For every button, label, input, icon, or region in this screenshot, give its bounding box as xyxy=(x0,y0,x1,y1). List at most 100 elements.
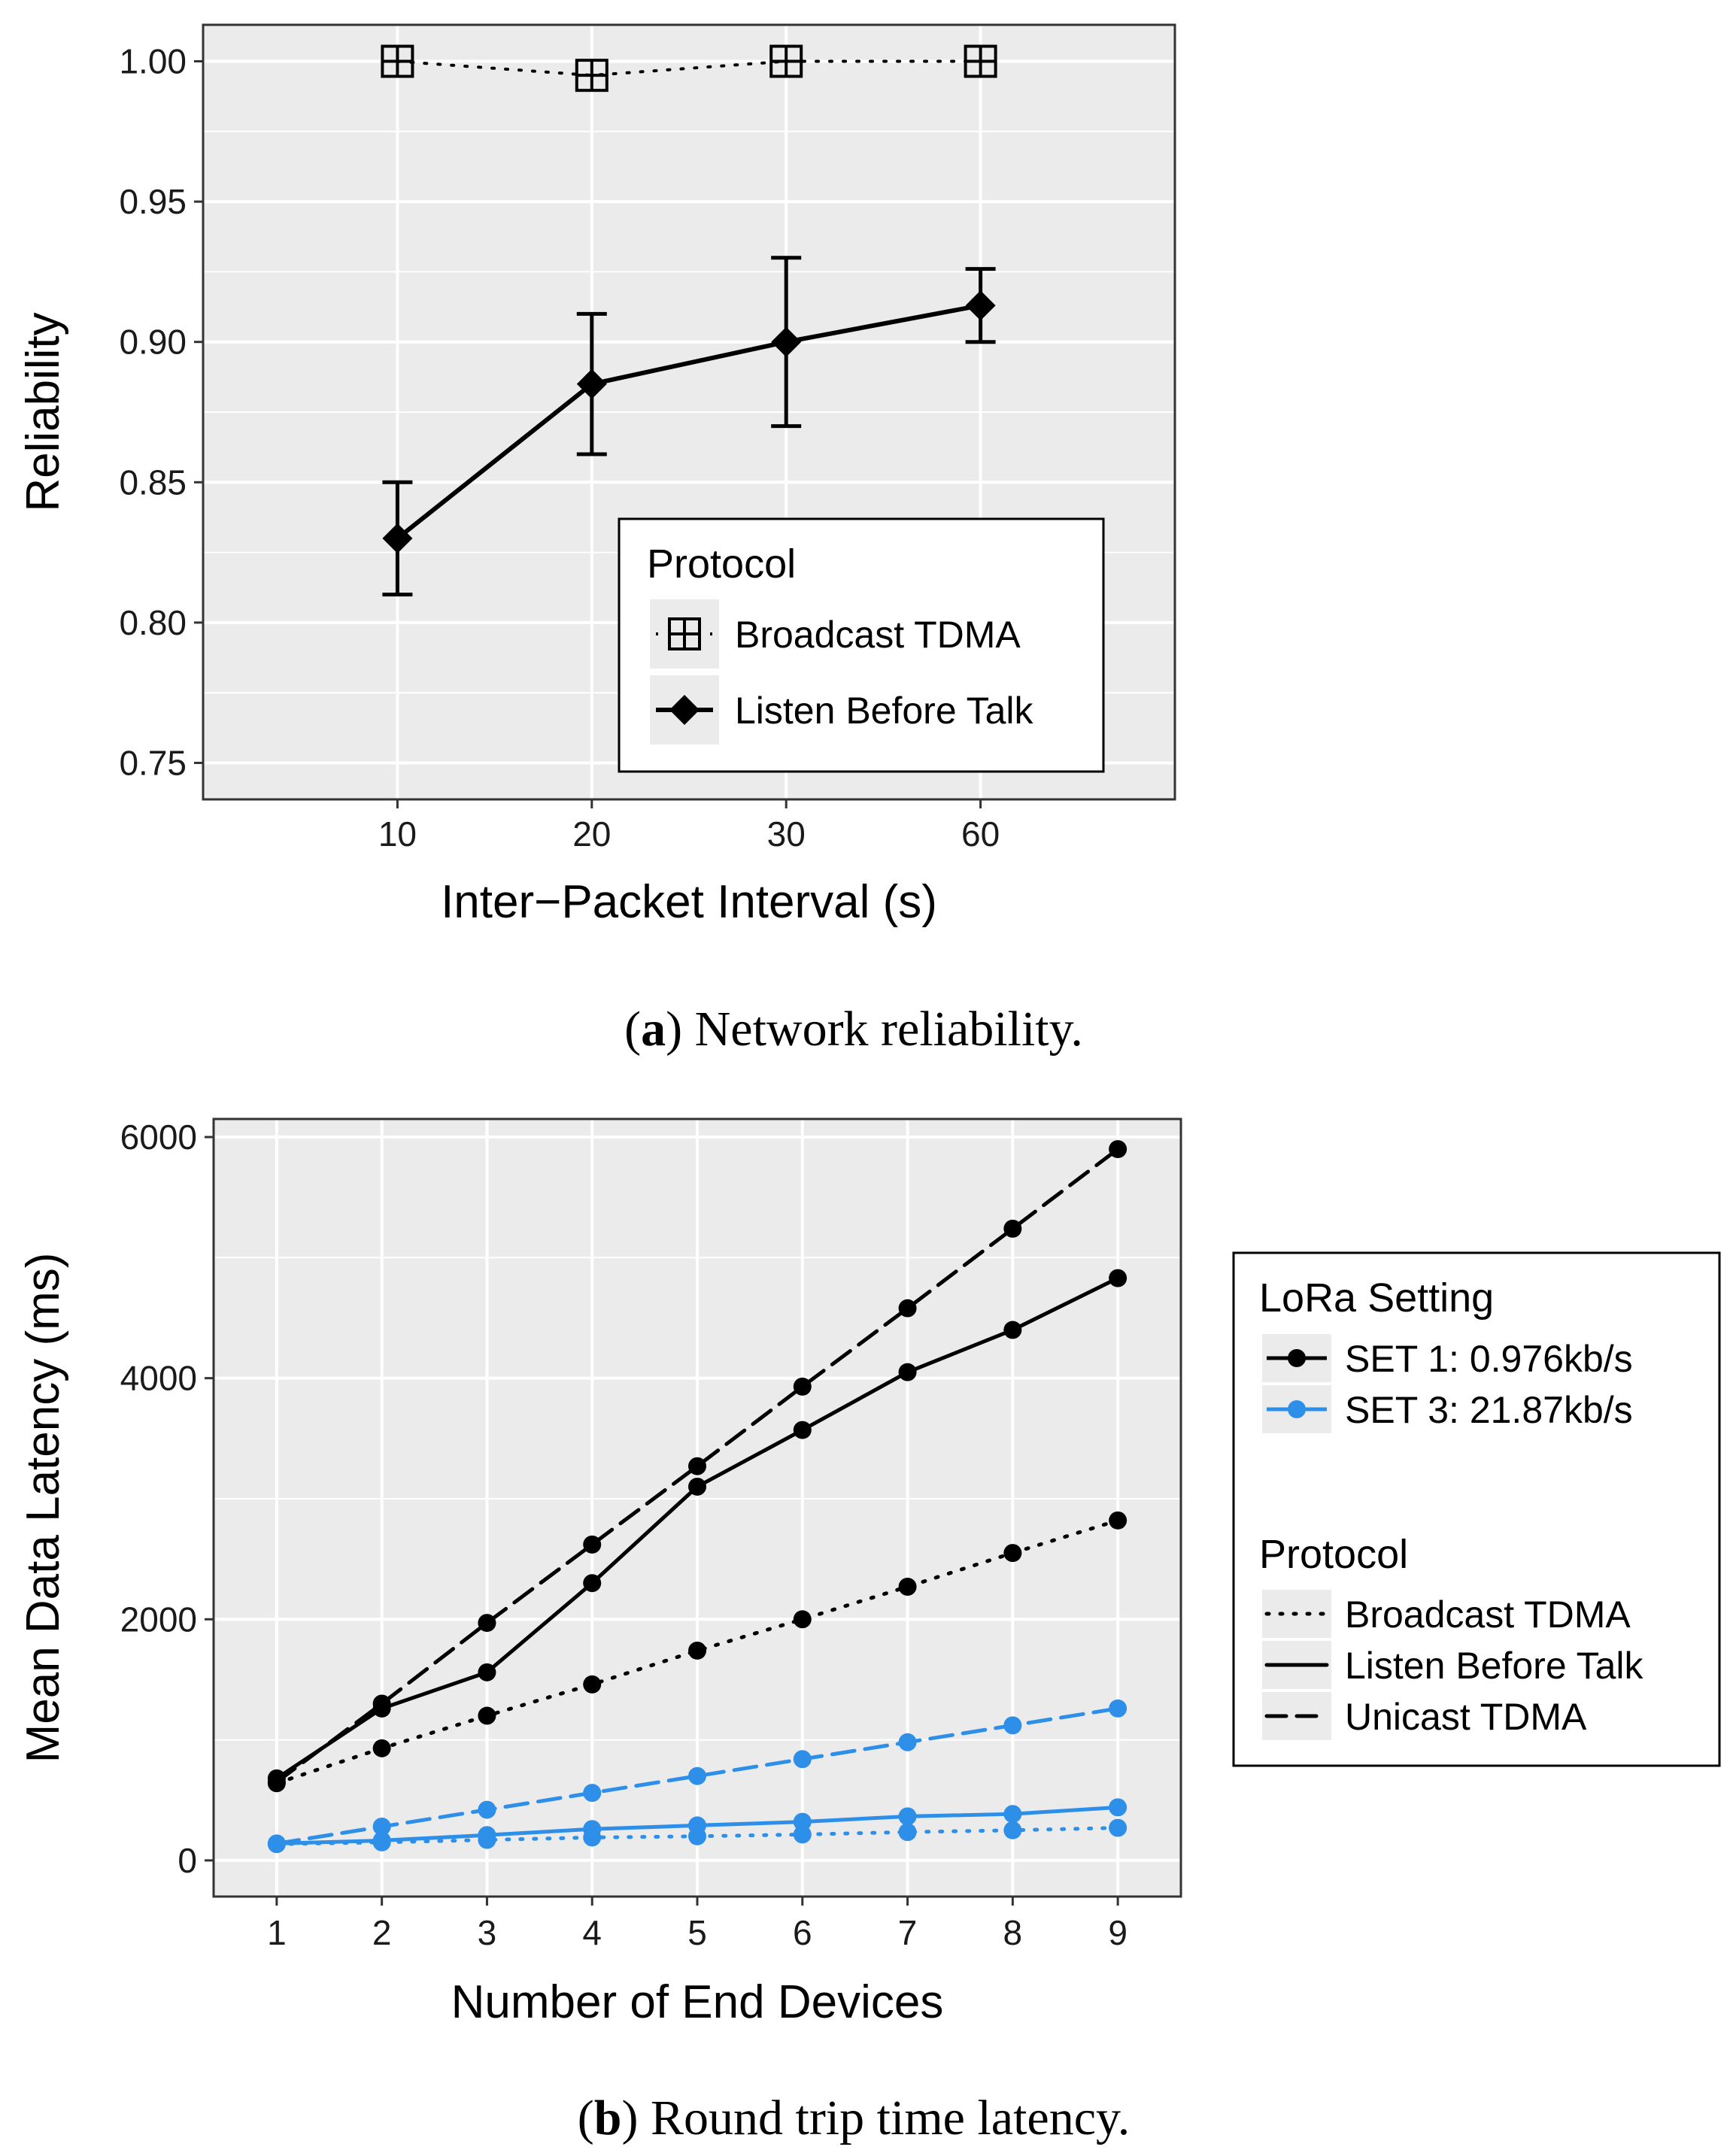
broadcast-tdma-set3-point xyxy=(478,1830,496,1849)
legend-protocol: Protocol Broadcast TDMA Listen Before Talk xyxy=(618,517,1105,773)
y-tick-label: 4000 xyxy=(120,1359,197,1398)
x-axis-title: Inter−Packet Interval (s) xyxy=(441,876,937,928)
listen-before-talk-set1-point xyxy=(1003,1321,1022,1339)
listen-before-talk-set1-point xyxy=(793,1421,812,1439)
broadcast-tdma-set3-point xyxy=(1003,1821,1022,1839)
listen-before-talk-point xyxy=(771,326,802,357)
chart-reliability: 0.75 0.80 0.85 0.90 0.95 1.00 10 20 30 60 Inter−Pa… xyxy=(17,23,1176,1057)
y-tick-label: 1.00 xyxy=(119,42,187,81)
caption-open: ( xyxy=(578,2091,594,2145)
broadcast-tdma-marker xyxy=(964,44,997,78)
unicast-tdma-set1-point xyxy=(1109,1140,1128,1159)
caption-letter: a xyxy=(641,1002,666,1057)
legend-key-diamond xyxy=(669,695,700,725)
y-tick-label: 0.85 xyxy=(119,462,187,502)
unicast-tdma-set3-point xyxy=(688,1766,706,1785)
listen-before-talk-set1-point xyxy=(372,1699,391,1718)
caption-letter: b xyxy=(594,2091,622,2145)
x-tick-label: 10 xyxy=(378,814,417,854)
unicast-tdma-set3-point xyxy=(793,1750,812,1769)
broadcast-tdma-set1-point xyxy=(478,1706,496,1725)
legend-label: SET 1: 0.976kb/s xyxy=(1345,1338,1633,1380)
caption-text: Network reliability. xyxy=(682,1002,1083,1057)
y-tick-label: 0.95 xyxy=(119,182,187,221)
x-tick-label: 9 xyxy=(1108,1913,1128,1952)
unicast-tdma-set1-line xyxy=(275,1147,1120,1785)
listen-before-talk-set1-point xyxy=(688,1477,706,1496)
broadcast-tdma-set3-point xyxy=(688,1827,706,1845)
caption-a: (a) Network reliability. xyxy=(624,1002,1083,1057)
caption-open: ( xyxy=(624,1002,641,1057)
legend-label: Broadcast TDMA xyxy=(1345,1593,1631,1636)
unicast-tdma-set3-point xyxy=(478,1800,496,1819)
x-tick-label: 6 xyxy=(793,1913,812,1952)
chart-latency: 0 2000 4000 6000 1 2 3 4 5 6 7 8 9 Number of End Devi… xyxy=(17,1117,1721,2145)
y-tick-label: 6000 xyxy=(120,1117,197,1157)
unicast-tdma-set1-point xyxy=(688,1457,706,1475)
caption-close: ) xyxy=(621,2091,638,2145)
listen-before-talk-set3-point xyxy=(793,1812,812,1831)
caption-text: Round trip time latency. xyxy=(638,2091,1130,2145)
caption-b: (b) Round trip time latency. xyxy=(578,2091,1130,2145)
broadcast-tdma-set1-point xyxy=(793,1610,812,1629)
listen-before-talk-set1-point xyxy=(583,1574,602,1593)
legend-title: Protocol xyxy=(1259,1532,1408,1577)
broadcast-tdma-set3-point xyxy=(793,1825,812,1844)
y-tick-label: 0.75 xyxy=(119,743,187,782)
unicast-tdma-set3-point xyxy=(1109,1699,1128,1718)
y-axis-title: Mean Data Latency (ms) xyxy=(17,1253,69,1763)
listen-before-talk-set1-point xyxy=(898,1363,917,1381)
y-axis-title: Reliability xyxy=(17,312,69,511)
broadcast-tdma-marker xyxy=(381,44,414,78)
unicast-tdma-set3-point xyxy=(583,1784,602,1803)
broadcast-tdma-marker xyxy=(769,44,803,78)
caption-close: ) xyxy=(666,1002,682,1057)
broadcast-tdma-set1-point xyxy=(898,1578,917,1597)
listen-before-talk-point xyxy=(382,523,413,553)
broadcast-tdma-set1-point xyxy=(1003,1544,1022,1563)
plot-border xyxy=(202,23,1176,801)
listen-before-talk-line xyxy=(396,303,982,541)
broadcast-tdma-set1-line xyxy=(275,1518,1120,1785)
x-tick-label: 30 xyxy=(767,814,806,854)
x-tick-label: 3 xyxy=(478,1913,497,1952)
listen-before-talk-set1-point xyxy=(478,1663,496,1681)
unicast-tdma-set1-point xyxy=(583,1535,602,1554)
y-tick-label: 0.80 xyxy=(119,603,187,642)
legend-label: Listen Before Talk xyxy=(1345,1645,1644,1687)
y-tick-label: 2000 xyxy=(120,1600,197,1639)
broadcast-tdma-set1-point xyxy=(267,1774,286,1793)
x-tick-label: 4 xyxy=(582,1913,602,1952)
broadcast-tdma-marker xyxy=(668,617,701,650)
legend-key-point xyxy=(1288,1400,1306,1418)
broadcast-tdma-set3-point xyxy=(1109,1818,1128,1837)
broadcast-tdma-set3-point xyxy=(372,1833,391,1851)
listen-before-talk-point xyxy=(576,368,607,399)
unicast-tdma-set1-point xyxy=(1003,1219,1022,1238)
unicast-tdma-set1-point xyxy=(898,1299,917,1318)
x-tick-label: 2 xyxy=(372,1913,392,1952)
listen-before-talk-point xyxy=(965,290,996,321)
broadcast-tdma-set1-point xyxy=(583,1675,602,1694)
legend-title: Protocol xyxy=(647,541,796,587)
broadcast-tdma-set3-point xyxy=(267,1835,286,1854)
unicast-tdma-set1-point xyxy=(793,1377,812,1396)
plot-border xyxy=(212,1117,1182,1898)
unicast-tdma-set3-point xyxy=(898,1733,917,1751)
broadcast-tdma-set3-point xyxy=(898,1823,917,1842)
broadcast-tdma-set1-point xyxy=(372,1739,391,1757)
broadcast-tdma-set1-point xyxy=(688,1641,706,1660)
broadcast-tdma-set1-point xyxy=(1109,1511,1128,1530)
broadcast-tdma-line xyxy=(396,59,982,77)
y-tick-label: 0.90 xyxy=(119,323,187,362)
x-tick-label: 60 xyxy=(961,814,1000,854)
x-tick-label: 5 xyxy=(687,1913,707,1952)
legend-label: SET 3: 21.87kb/s xyxy=(1345,1389,1633,1431)
listen-before-talk-set3-point xyxy=(1109,1798,1128,1817)
x-tick-label: 8 xyxy=(1003,1913,1023,1952)
legend-lora-protocol: LoRa Setting SET 1: 0.976kb/s SET 3: 21.87… xyxy=(1232,1251,1721,1767)
legend-label: Broadcast TDMA xyxy=(735,614,1021,656)
unicast-tdma-set1-point xyxy=(478,1614,496,1633)
listen-before-talk-set3-point xyxy=(1003,1805,1022,1824)
